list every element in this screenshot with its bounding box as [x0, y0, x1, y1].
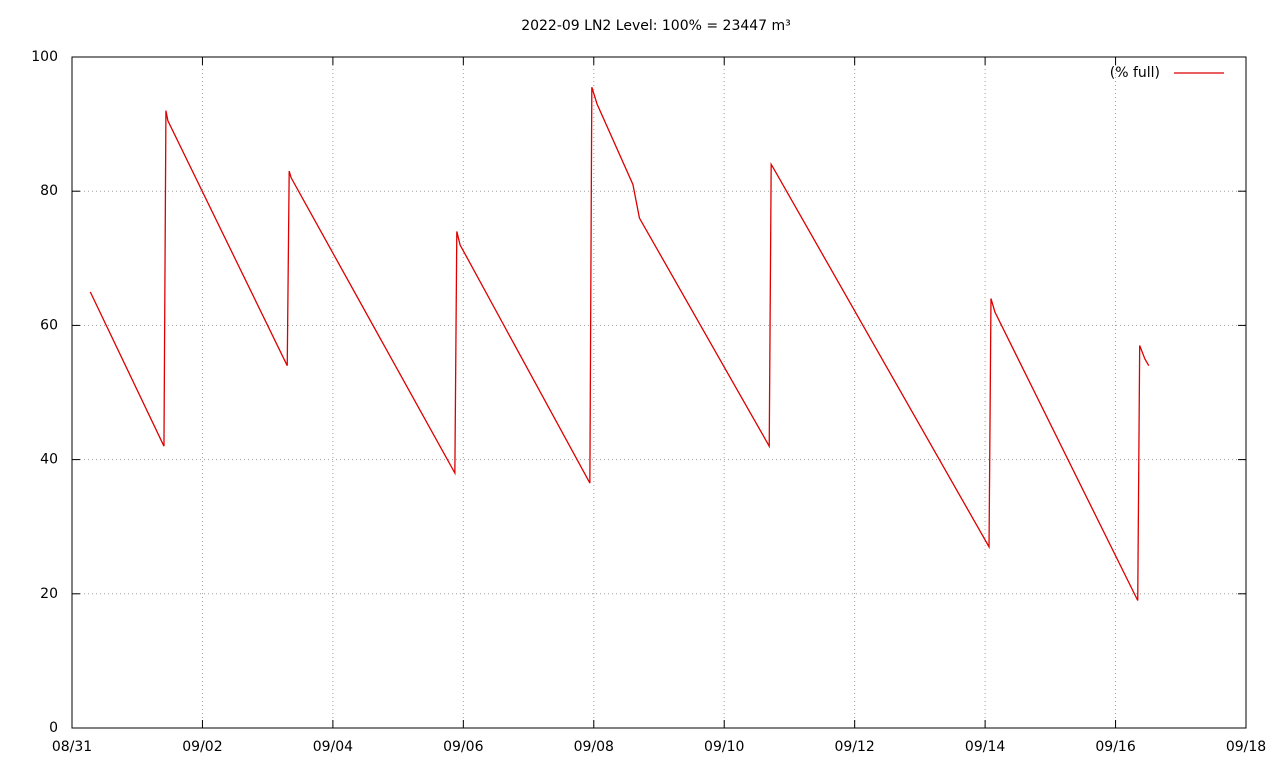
- y-tick-label: 60: [40, 317, 58, 333]
- y-tick-label: 0: [49, 720, 58, 736]
- data-line: [89, 87, 1150, 601]
- x-tick-label: 09/14: [965, 739, 1005, 755]
- x-tick-label: 09/04: [313, 739, 353, 755]
- x-tick-label: 09/06: [443, 739, 483, 755]
- legend-label: (% full): [1110, 65, 1160, 81]
- plot-frame: [71, 56, 1247, 729]
- x-tick-label: 09/02: [182, 739, 222, 755]
- x-tick-label: 09/10: [704, 739, 744, 755]
- chart-title: 2022-09 LN2 Level: 100% = 23447 m³: [521, 18, 791, 34]
- x-tick-label: 09/08: [574, 739, 614, 755]
- x-tick-label: 09/16: [1095, 739, 1135, 755]
- y-tick-label: 80: [40, 183, 58, 199]
- x-tick-label: 08/31: [52, 739, 92, 755]
- x-tick-label: 09/12: [834, 739, 874, 755]
- y-tick-label: 20: [40, 586, 58, 602]
- x-tick-label: 09/18: [1226, 739, 1266, 755]
- y-tick-label: 40: [40, 452, 58, 468]
- y-tick-label: 100: [31, 49, 58, 65]
